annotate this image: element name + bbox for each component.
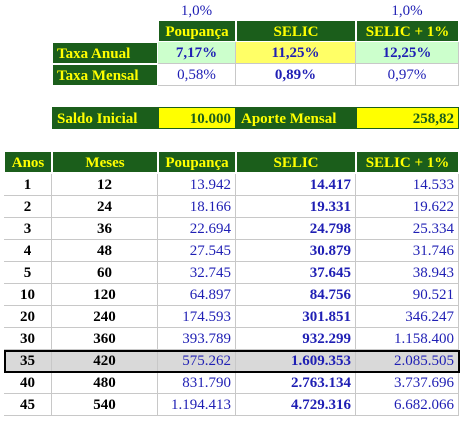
cell-poupanca[interactable]: 393.789 <box>158 328 236 350</box>
taxa-mensal-label: Taxa Mensal <box>52 64 158 86</box>
percent-label-1[interactable]: 1,0% <box>180 3 213 19</box>
cell-selic-plus[interactable]: 346.247 <box>356 306 459 328</box>
taxa-anual-selic-plus[interactable]: 12,25% <box>356 42 459 64</box>
cell-selic-plus[interactable]: 14.533 <box>356 174 459 196</box>
cell-poupanca[interactable]: 27.545 <box>158 240 236 262</box>
taxa-mensal-poupanca[interactable]: 0,58% <box>158 64 236 86</box>
cell-poupanca[interactable]: 831.790 <box>158 372 236 394</box>
cell-selic[interactable]: 30.879 <box>236 240 356 262</box>
cell-poupanca[interactable]: 575.262 <box>158 350 236 372</box>
col-header-selic: SELIC <box>236 151 356 173</box>
cell-selic[interactable]: 2.763.134 <box>236 372 356 394</box>
cell-selic-plus[interactable]: 6.682.066 <box>356 394 459 416</box>
cell-meses[interactable]: 48 <box>52 240 158 262</box>
cell-anos[interactable]: 45 <box>4 394 52 416</box>
cell-selic[interactable]: 1.609.353 <box>236 350 356 372</box>
cell-selic-plus[interactable]: 31.746 <box>356 240 459 262</box>
cell-anos[interactable]: 40 <box>4 372 52 394</box>
col-header-selic-plus: SELIC + 1% <box>356 151 459 173</box>
cell-selic-plus[interactable]: 3.737.696 <box>356 372 459 394</box>
taxa-anual-poupanca[interactable]: 7,17% <box>158 42 236 64</box>
saldo-inicial-label: Saldo Inicial <box>52 107 158 129</box>
cell-poupanca[interactable]: 18.166 <box>158 196 236 218</box>
cell-anos[interactable]: 35 <box>4 350 52 372</box>
rate-header-poupanca: Poupança <box>158 20 236 42</box>
cell-anos[interactable]: 10 <box>4 284 52 306</box>
col-header-poupanca: Poupança <box>158 151 236 173</box>
cell-meses[interactable]: 420 <box>52 350 158 372</box>
col-header-anos: Anos <box>4 151 52 173</box>
cell-poupanca[interactable]: 22.694 <box>158 218 236 240</box>
cell-selic[interactable]: 37.645 <box>236 262 356 284</box>
cell-selic[interactable]: 14.417 <box>236 174 356 196</box>
cell-anos[interactable]: 2 <box>4 196 52 218</box>
col-header-meses: Meses <box>52 151 158 173</box>
cell-anos[interactable]: 1 <box>4 174 52 196</box>
cell-selic-plus[interactable]: 1.158.400 <box>356 328 459 350</box>
cell-meses[interactable]: 540 <box>52 394 158 416</box>
cell-selic-plus[interactable]: 2.085.505 <box>356 350 459 372</box>
cell-selic[interactable]: 24.798 <box>236 218 356 240</box>
cell-meses[interactable]: 24 <box>52 196 158 218</box>
cell-selic[interactable]: 84.756 <box>236 284 356 306</box>
cell-meses[interactable]: 120 <box>52 284 158 306</box>
taxa-mensal-selic-plus[interactable]: 0,97% <box>356 64 459 86</box>
cell-poupanca[interactable]: 13.942 <box>158 174 236 196</box>
cell-meses[interactable]: 240 <box>52 306 158 328</box>
cell-anos[interactable]: 30 <box>4 328 52 350</box>
cell-poupanca[interactable]: 64.897 <box>158 284 236 306</box>
cell-selic-plus[interactable]: 25.334 <box>356 218 459 240</box>
taxa-anual-selic[interactable]: 11,25% <box>236 42 356 64</box>
cell-selic[interactable]: 19.331 <box>236 196 356 218</box>
cell-anos[interactable]: 5 <box>4 262 52 284</box>
rate-header-selic-plus: SELIC + 1% <box>356 20 459 42</box>
taxa-mensal-selic[interactable]: 0,89% <box>236 64 356 86</box>
cell-poupanca[interactable]: 32.745 <box>158 262 236 284</box>
cell-anos[interactable]: 3 <box>4 218 52 240</box>
cell-poupanca[interactable]: 1.194.413 <box>158 394 236 416</box>
rate-header-selic: SELIC <box>236 20 356 42</box>
cell-meses[interactable]: 60 <box>52 262 158 284</box>
cell-selic[interactable]: 4.729.316 <box>236 394 356 416</box>
cell-selic-plus[interactable]: 38.943 <box>356 262 459 284</box>
cell-meses[interactable]: 12 <box>52 174 158 196</box>
aporte-mensal-input[interactable]: 258,82 <box>356 107 459 129</box>
saldo-inicial-input[interactable]: 10.000 <box>158 107 236 129</box>
cell-selic[interactable]: 932.299 <box>236 328 356 350</box>
cell-anos[interactable]: 4 <box>4 240 52 262</box>
cell-selic-plus[interactable]: 90.521 <box>356 284 459 306</box>
cell-anos[interactable]: 20 <box>4 306 52 328</box>
cell-meses[interactable]: 360 <box>52 328 158 350</box>
cell-meses[interactable]: 480 <box>52 372 158 394</box>
cell-selic[interactable]: 301.851 <box>236 306 356 328</box>
taxa-anual-label: Taxa Anual <box>52 42 158 64</box>
cell-meses[interactable]: 36 <box>52 218 158 240</box>
aporte-mensal-label: Aporte Mensal <box>236 107 356 129</box>
percent-label-2[interactable]: 1,0% <box>391 3 423 19</box>
cell-poupanca[interactable]: 174.593 <box>158 306 236 328</box>
cell-selic-plus[interactable]: 19.622 <box>356 196 459 218</box>
